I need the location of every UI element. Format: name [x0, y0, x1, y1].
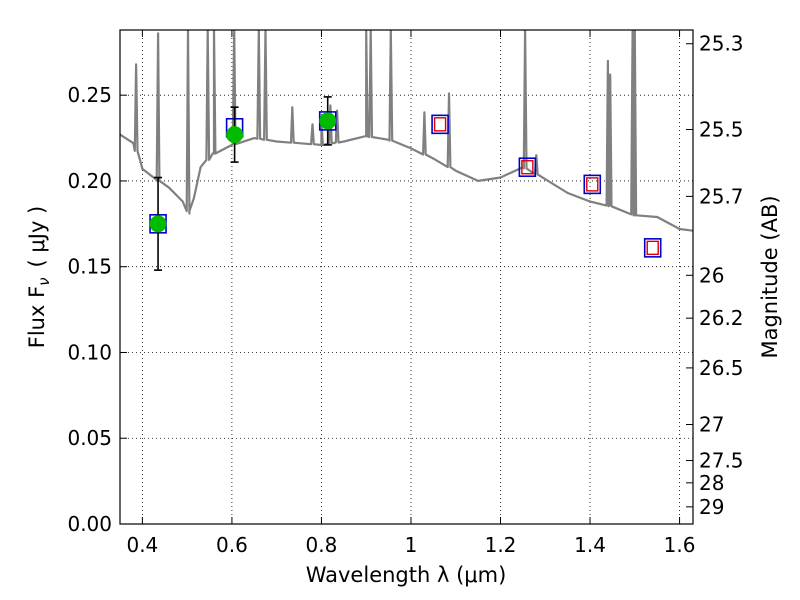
- photometry-layer: [149, 96, 662, 271]
- y2-axis-label: Magnitude (AB): [758, 195, 782, 358]
- y-axis-label-text: Flux F: [25, 286, 49, 348]
- y-tick-label: 0.05: [67, 426, 112, 450]
- predicted-photometry-square: [646, 240, 659, 256]
- y2-tick-label: 27.5: [699, 449, 744, 473]
- x-tick-label: 0.6: [216, 533, 248, 557]
- plot-frame: [119, 29, 694, 525]
- observed-photometry-point: [149, 215, 167, 233]
- y2-tick-label: 25.3: [699, 32, 744, 56]
- model-photometry-square: [518, 157, 537, 178]
- x-tick-label: 1: [405, 533, 418, 557]
- x-tick-label: 0.4: [126, 533, 158, 557]
- axis-ticks: 0.4 0.6 0.8 1 1.2 1.4 1.6 0.00 0.05 0.10 0.15 0.20 0…: [67, 30, 744, 557]
- x-tick-label: 1.2: [485, 533, 517, 557]
- y-tick-label: 0.15: [67, 255, 112, 279]
- y2-tick-label: 25.5: [699, 117, 744, 141]
- svg-text:Flux Fν( μJy ): Flux Fν ( μJy ): [25, 206, 53, 349]
- y-tick-label: 0.00: [67, 512, 112, 536]
- y2-tick-label: 28: [699, 471, 724, 495]
- model-photometry-square: [643, 238, 662, 258]
- y-tick-label: 0.20: [67, 169, 112, 193]
- y2-tick-label: 26.5: [699, 356, 744, 380]
- y2-tick-label: 29: [699, 495, 724, 519]
- y2-tick-label: 26.2: [699, 306, 744, 330]
- predicted-photometry-square: [521, 160, 534, 175]
- y-tick-label: 0.10: [67, 340, 112, 364]
- x-tick-label: 1.6: [664, 533, 696, 557]
- x-tick-label: 1.4: [574, 533, 606, 557]
- predicted-photometry-square: [586, 177, 599, 192]
- y2-tick-label: 27: [699, 413, 724, 437]
- y-axis-label-unit: ( μJy ): [25, 206, 49, 268]
- y-axis-label-subscript: ν: [35, 277, 53, 285]
- y2-tick-label: 25.7: [699, 184, 744, 208]
- y-axis-label: Flux Fν ( μJy ): [25, 206, 53, 349]
- observed-photometry-point: [226, 126, 244, 144]
- observed-photometry-point: [319, 112, 337, 130]
- predicted-photometry-square: [433, 117, 447, 132]
- y2-tick-label: 26: [699, 263, 724, 287]
- model-photometry-square: [583, 174, 602, 195]
- x-axis-label: Wavelength λ (μm): [306, 563, 507, 587]
- x-tick-label: 0.8: [306, 533, 338, 557]
- model-photometry-square: [431, 114, 449, 135]
- y-tick-label: 0.25: [67, 83, 112, 107]
